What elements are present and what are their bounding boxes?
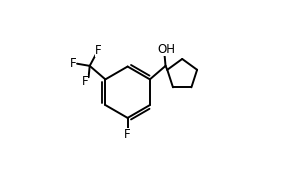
Text: F: F [95, 44, 101, 57]
Text: F: F [82, 75, 88, 88]
Text: F: F [124, 127, 131, 141]
Text: F: F [70, 57, 76, 70]
Text: OH: OH [157, 43, 175, 56]
